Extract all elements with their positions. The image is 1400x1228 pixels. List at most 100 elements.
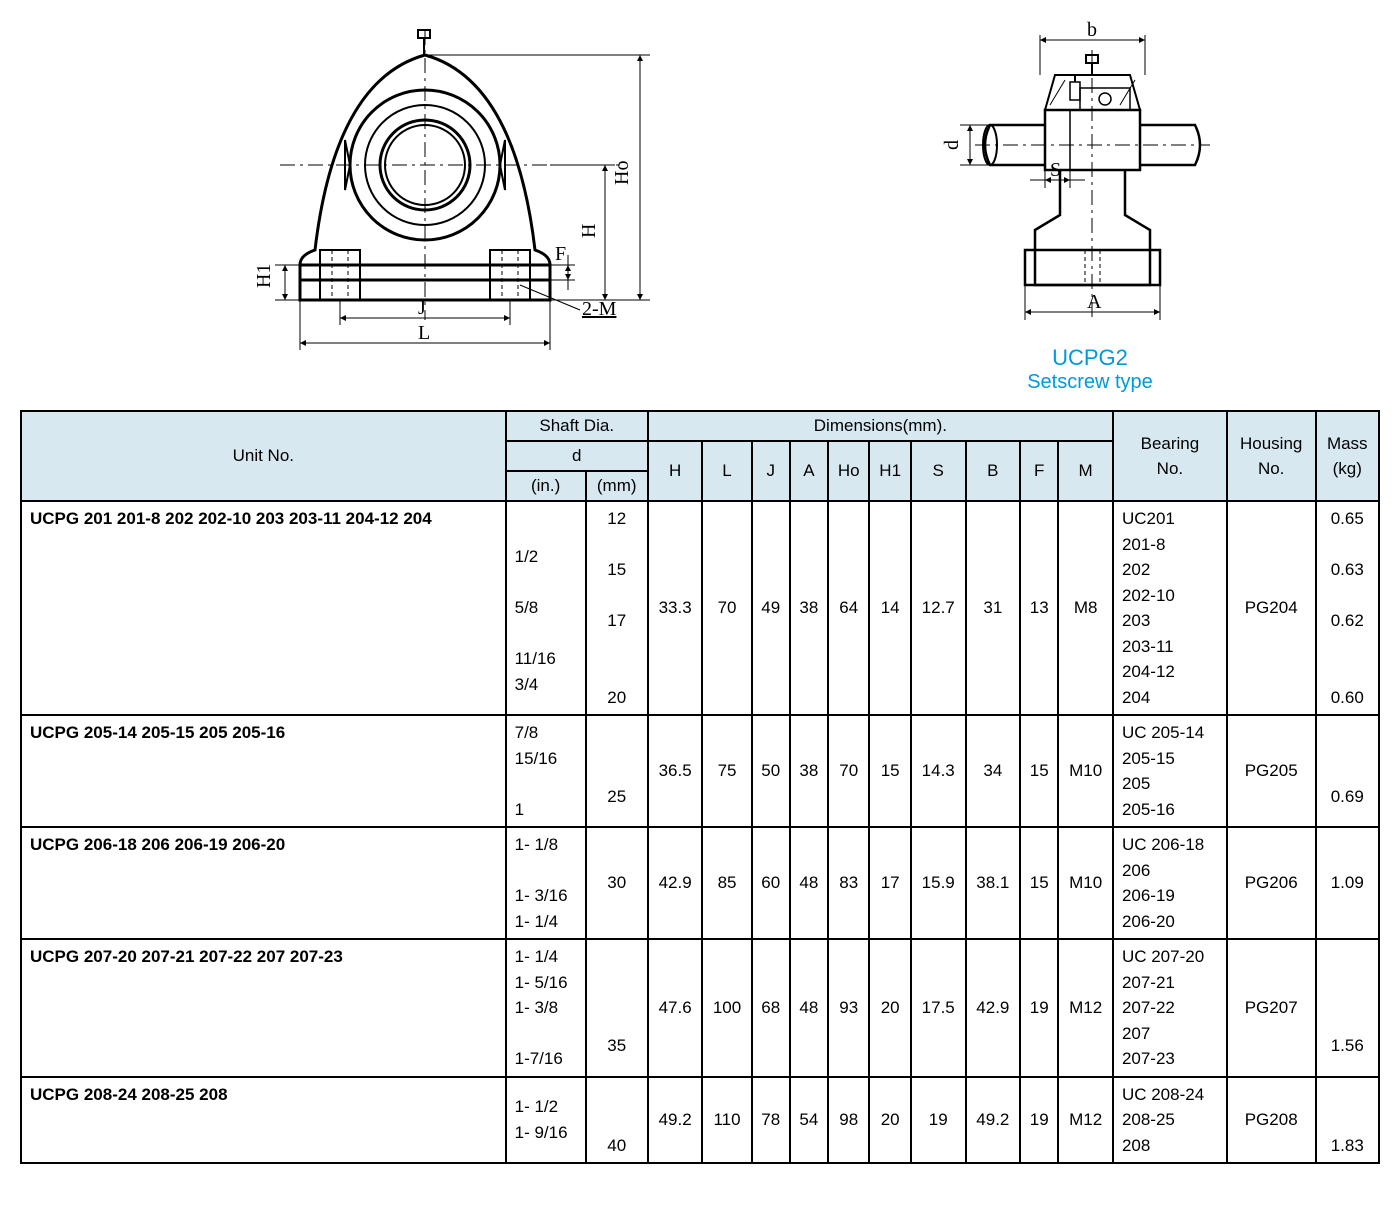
cell-bearing: UC201 201-8 202 202-10 203 203-11 204-12… — [1113, 501, 1227, 715]
dim-j: J — [418, 297, 426, 319]
col-dimensions: Dimensions(mm). — [648, 411, 1113, 441]
dim-h1: H1 — [253, 264, 275, 288]
cell-unit_no: UCPG 206-18 206 206-19 206-20 — [21, 827, 506, 939]
cell-H1: 20 — [869, 1077, 910, 1164]
table-row: UCPG 205-14 205-15 205 205-167/8 15/16 1… — [21, 715, 1379, 827]
cell-H: 49.2 — [648, 1077, 703, 1164]
dim-d: d — [941, 140, 963, 150]
col-F: F — [1020, 441, 1058, 501]
cell-S: 19 — [911, 1077, 966, 1164]
cell-B: 34 — [966, 715, 1021, 827]
cell-S: 12.7 — [911, 501, 966, 715]
cell-mass: 1.83 — [1316, 1077, 1380, 1164]
cell-B: 31 — [966, 501, 1021, 715]
dim-f: F — [555, 243, 566, 265]
cell-F: 15 — [1020, 827, 1058, 939]
cell-d_in: 1- 1/8 1- 3/16 1- 1/4 — [506, 827, 586, 939]
cell-H: 36.5 — [648, 715, 703, 827]
table-row: UCPG 208-24 208-25 2081- 1/2 1- 9/16 404… — [21, 1077, 1379, 1164]
cell-S: 17.5 — [911, 939, 966, 1077]
cell-M: M10 — [1058, 827, 1113, 939]
cell-H1: 17 — [869, 827, 910, 939]
col-mm: (mm) — [586, 471, 648, 501]
cell-d_mm: 30 — [586, 827, 648, 939]
cell-L: 110 — [702, 1077, 751, 1164]
cell-d_in: 7/8 15/16 1 — [506, 715, 586, 827]
cell-B: 42.9 — [966, 939, 1021, 1077]
cell-H: 47.6 — [648, 939, 703, 1077]
cell-A: 38 — [790, 501, 828, 715]
front-view-drawing: H1 J L F 2-M H — [150, 20, 670, 365]
cell-J: 60 — [752, 827, 790, 939]
cell-H: 33.3 — [648, 501, 703, 715]
side-view-drawing: b — [930, 20, 1250, 394]
cell-H1: 15 — [869, 715, 910, 827]
cell-mass: 0.65 0.63 0.62 0.60 — [1316, 501, 1380, 715]
product-subtitle: Setscrew type — [930, 371, 1250, 394]
cell-J: 78 — [752, 1077, 790, 1164]
cell-Ho: 64 — [828, 501, 869, 715]
col-H: H — [648, 441, 703, 501]
cell-bearing: UC 206-18 206 206-19 206-20 — [1113, 827, 1227, 939]
cell-mass: 1.09 — [1316, 827, 1380, 939]
cell-d_mm: 35 — [586, 939, 648, 1077]
cell-bearing: UC 205-14 205-15 205 205-16 — [1113, 715, 1227, 827]
cell-L: 100 — [702, 939, 751, 1077]
col-housing: Housing No. — [1227, 411, 1316, 501]
cell-unit_no: UCPG 201 201-8 202 202-10 203 203-11 204… — [21, 501, 506, 715]
cell-Ho: 93 — [828, 939, 869, 1077]
table-body: UCPG 201 201-8 202 202-10 203 203-11 204… — [21, 501, 1379, 1163]
col-bearing: Bearing No. — [1113, 411, 1227, 501]
col-J: J — [752, 441, 790, 501]
cell-L: 70 — [702, 501, 751, 715]
cell-unit_no: UCPG 208-24 208-25 208 — [21, 1077, 506, 1164]
cell-bearing: UC 207-20 207-21 207-22 207 207-23 — [1113, 939, 1227, 1077]
cell-d_in: 1- 1/4 1- 5/16 1- 3/8 1-7/16 — [506, 939, 586, 1077]
cell-M: M8 — [1058, 501, 1113, 715]
cell-A: 48 — [790, 827, 828, 939]
dim-l: L — [418, 322, 430, 344]
cell-S: 15.9 — [911, 827, 966, 939]
cell-M: M12 — [1058, 939, 1113, 1077]
cell-bearing: UC 208-24 208-25 208 — [1113, 1077, 1227, 1164]
cell-H1: 20 — [869, 939, 910, 1077]
cell-H1: 14 — [869, 501, 910, 715]
cell-unit_no: UCPG 207-20 207-21 207-22 207 207-23 — [21, 939, 506, 1077]
cell-A: 54 — [790, 1077, 828, 1164]
table-row: UCPG 201 201-8 202 202-10 203 203-11 204… — [21, 501, 1379, 715]
col-unit-no: Unit No. — [21, 411, 506, 501]
drawings-area: H1 J L F 2-M H — [20, 20, 1380, 380]
cell-J: 50 — [752, 715, 790, 827]
dim-h: H — [578, 224, 600, 238]
col-Ho: Ho — [828, 441, 869, 501]
cell-mass: 0.69 — [1316, 715, 1380, 827]
cell-housing: PG204 — [1227, 501, 1316, 715]
cell-F: 15 — [1020, 715, 1058, 827]
cell-housing: PG207 — [1227, 939, 1316, 1077]
col-M: M — [1058, 441, 1113, 501]
product-name: UCPG2 — [930, 345, 1250, 371]
cell-F: 19 — [1020, 939, 1058, 1077]
col-in: (in.) — [506, 471, 586, 501]
col-shaft-dia: Shaft Dia. — [506, 411, 648, 441]
cell-H: 42.9 — [648, 827, 703, 939]
cell-B: 49.2 — [966, 1077, 1021, 1164]
cell-J: 68 — [752, 939, 790, 1077]
cell-d_mm: 40 — [586, 1077, 648, 1164]
cell-unit_no: UCPG 205-14 205-15 205 205-16 — [21, 715, 506, 827]
cell-housing: PG205 — [1227, 715, 1316, 827]
col-H1: H1 — [869, 441, 910, 501]
cell-d_in: 1- 1/2 1- 9/16 — [506, 1077, 586, 1164]
dim-2m: 2-M — [582, 298, 617, 320]
cell-F: 13 — [1020, 501, 1058, 715]
col-mass: Mass (kg) — [1316, 411, 1380, 501]
cell-J: 49 — [752, 501, 790, 715]
cell-L: 85 — [702, 827, 751, 939]
cell-d_mm: 12 15 17 20 — [586, 501, 648, 715]
dim-b: b — [1087, 20, 1097, 41]
col-L: L — [702, 441, 751, 501]
cell-M: M10 — [1058, 715, 1113, 827]
table-row: UCPG 206-18 206 206-19 206-201- 1/8 1- 3… — [21, 827, 1379, 939]
cell-mass: 1.56 — [1316, 939, 1380, 1077]
cell-housing: PG206 — [1227, 827, 1316, 939]
